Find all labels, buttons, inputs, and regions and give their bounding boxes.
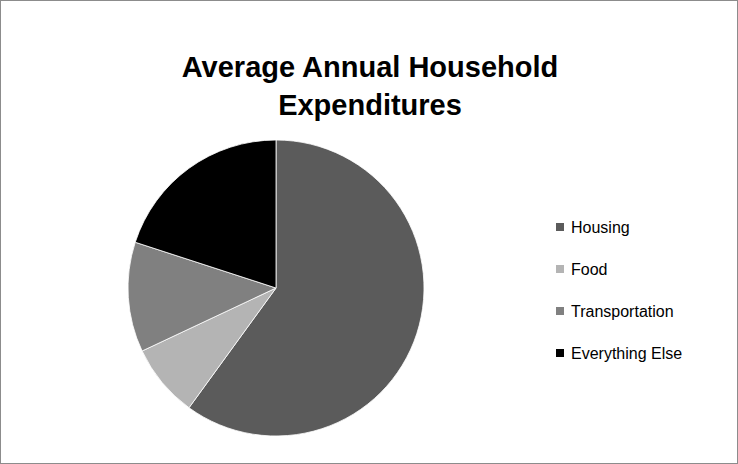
legend: Housing Food Transportation Everything Else [556, 219, 682, 362]
title-line: Average Annual Household [182, 51, 559, 83]
legend-label: Housing [571, 219, 630, 236]
legend-label: Everything Else [571, 345, 682, 362]
pie-slice [135, 140, 276, 288]
legend-swatch [556, 265, 564, 273]
pie [128, 140, 424, 436]
chart-border [1, 1, 738, 464]
legend-swatch [556, 349, 564, 357]
chart: Average Annual Household Expenditures Hous… [0, 0, 738, 464]
legend-swatch [556, 223, 564, 231]
legend-label: Transportation [571, 303, 674, 320]
legend-swatch [556, 307, 564, 315]
title-line: Expenditures [278, 89, 462, 121]
legend-label: Food [571, 261, 607, 278]
title: Average Annual Household Expenditures [182, 51, 559, 121]
